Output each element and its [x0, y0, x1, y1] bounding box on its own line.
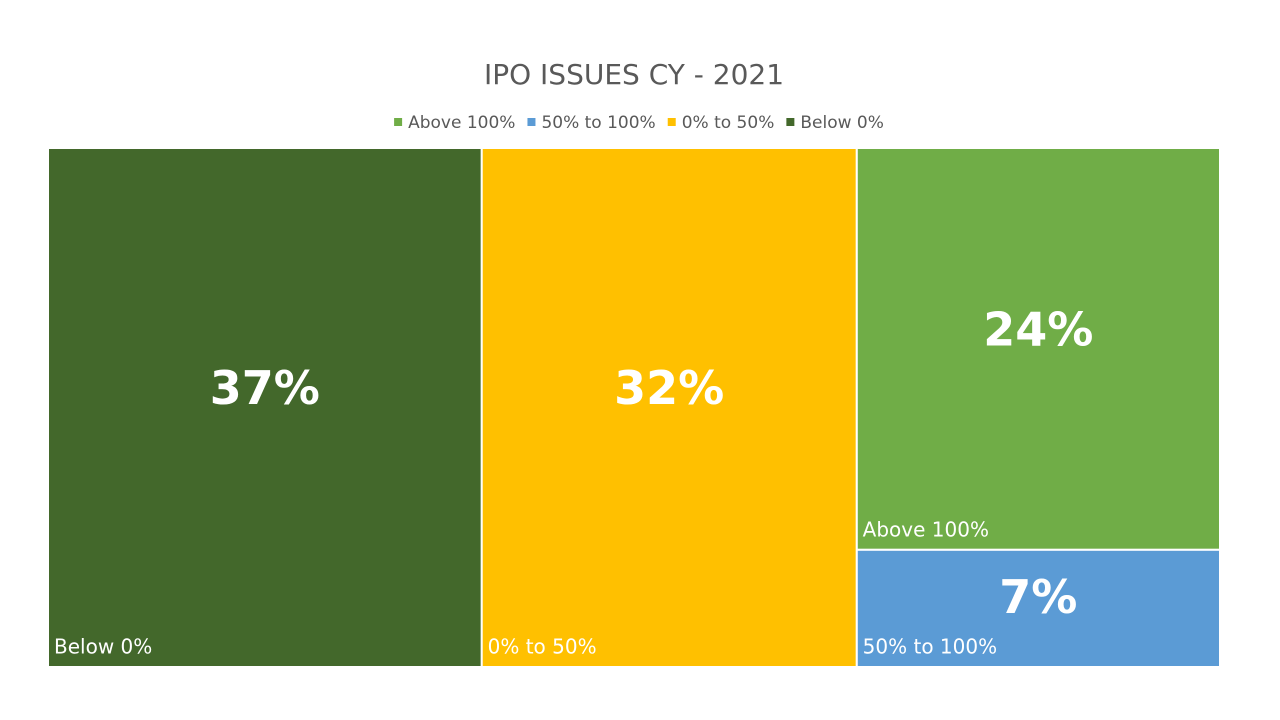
value-label: 24%: [983, 302, 1093, 356]
legend-swatch: [527, 118, 536, 126]
legend-swatch: [667, 118, 676, 126]
treemap-tile: [855, 147, 1221, 551]
chart-title: IPO ISSUES CY - 2021: [484, 58, 784, 91]
legend-label: 50% to 100%: [541, 113, 655, 133]
tile-label: 0% to 50%: [488, 635, 597, 659]
legend-swatch: [786, 118, 795, 126]
treemap-tile: [480, 147, 858, 668]
value-label: 32%: [614, 361, 724, 415]
tile-label: 50% to 100%: [863, 635, 997, 659]
treemap-tile: [47, 147, 483, 668]
legend-swatch: [394, 118, 403, 126]
treemap-tile: [855, 548, 1221, 669]
tile-label: Above 100%: [863, 517, 989, 541]
value-label: 37%: [210, 361, 320, 415]
legend-label: Above 100%: [408, 113, 515, 133]
legend-label: 0% to 50%: [682, 113, 775, 133]
value-label: 7%: [999, 570, 1077, 624]
tile-label: Below 0%: [54, 635, 152, 659]
legend-label: Below 0%: [800, 113, 884, 133]
